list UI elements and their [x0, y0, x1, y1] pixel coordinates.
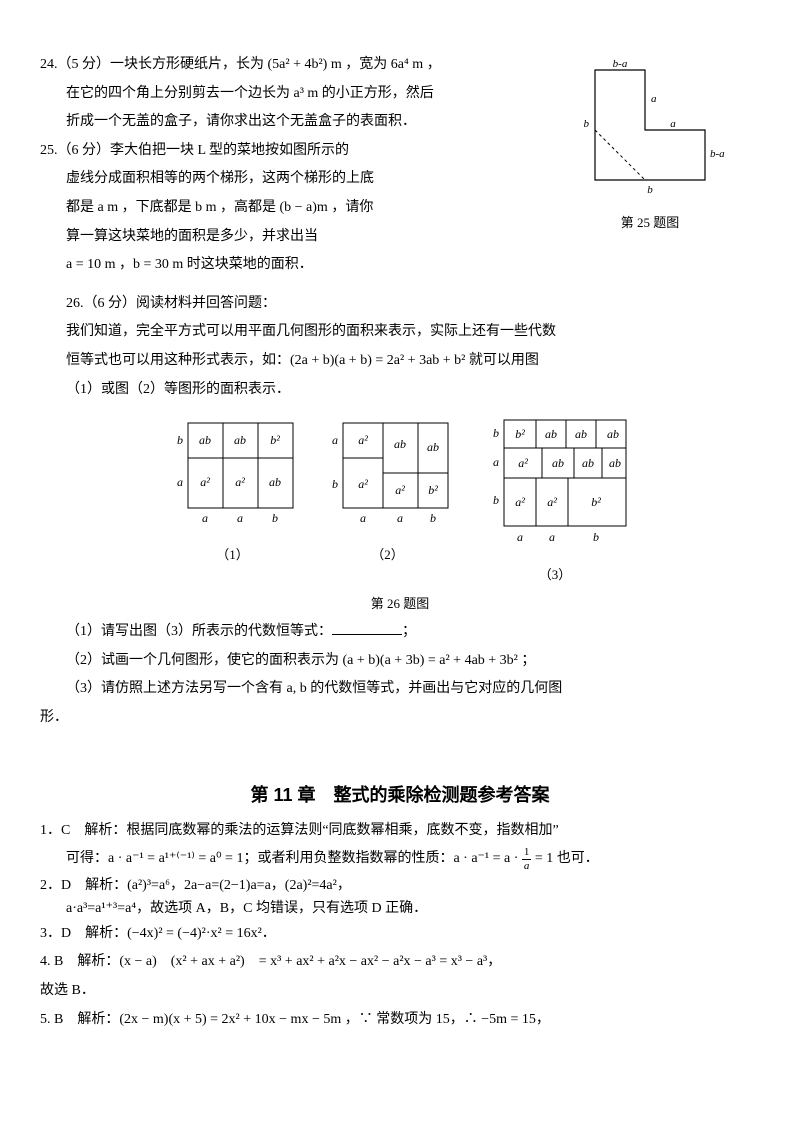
- svg-text:ab: ab: [609, 456, 621, 470]
- svg-text:b: b: [430, 511, 436, 525]
- q26-part1: （1）请写出图（3）所表示的代数恒等式： ；: [40, 619, 760, 646]
- figure-q25: b-a a a b-a b b 第 25 题图: [565, 60, 735, 230]
- lbl: b-a: [710, 148, 725, 160]
- answers-title: 第 11 章 整式的乘除检测题参考答案: [40, 778, 760, 812]
- svg-text:a: a: [237, 511, 243, 525]
- q26-line4: （1）或图（2）等图形的面积表示．: [40, 377, 760, 404]
- svg-text:b: b: [177, 433, 183, 447]
- svg-text:a²: a²: [358, 477, 368, 491]
- svg-text:ab: ab: [575, 427, 587, 441]
- diagram-1-label: （1）: [168, 543, 298, 568]
- svg-text:a²: a²: [547, 495, 557, 509]
- answer-3: 3．D 解析：(−4x)² = (−4)²·x² = 16x²．: [40, 921, 760, 948]
- answer-1-line1: 1．C 解析：根据同底数幂的乘法的运算法则“同底数幂相乘，底数不变，指数相加”: [40, 818, 760, 845]
- svg-text:ab: ab: [552, 456, 564, 470]
- svg-text:b²: b²: [270, 433, 280, 447]
- answer-2-line1: 2．D 解析：(a²)³=a⁶，2a−a=(2−1)a=a，(2a)²=4a²，: [40, 875, 760, 896]
- l-shape-diagram: b-a a a b-a b b: [565, 60, 735, 200]
- svg-text:ab: ab: [545, 427, 557, 441]
- svg-text:a²: a²: [518, 456, 528, 470]
- svg-text:ab: ab: [427, 440, 439, 454]
- svg-text:b: b: [493, 426, 499, 440]
- q26-part1b: ；: [402, 624, 416, 639]
- svg-text:a: a: [549, 530, 555, 544]
- q26-part2: （2）试画一个几何图形，使它的面积表示为 (a + b)(a + 3b) = a…: [40, 648, 760, 675]
- svg-text:ab: ab: [394, 437, 406, 451]
- q26-part3: （3）请仿照上述方法另写一个含有 a, b 的代数恒等式，并画出与它对应的几何图: [40, 676, 760, 703]
- svg-text:b: b: [493, 493, 499, 507]
- lbl: b: [584, 118, 590, 130]
- svg-text:b: b: [272, 511, 278, 525]
- svg-text:a: a: [177, 475, 183, 489]
- diagram-2-label: （2）: [323, 543, 453, 568]
- lbl: a: [651, 93, 657, 105]
- diagram-1: b a a a b ab ab b² a² a² ab （1）: [168, 418, 298, 587]
- q26-caption: 第 26 题图: [40, 592, 760, 617]
- svg-text:ab: ab: [199, 433, 211, 447]
- svg-text:b²: b²: [515, 427, 525, 441]
- svg-text:a: a: [332, 433, 338, 447]
- svg-text:a: a: [397, 511, 403, 525]
- a1-l2a: 可得：a · a⁻¹ = a¹⁺⁽⁻¹⁾ = a⁰ = 1；或者利用负整数指数幂…: [66, 851, 522, 866]
- svg-text:a²: a²: [358, 433, 368, 447]
- svg-text:ab: ab: [607, 427, 619, 441]
- svg-text:b: b: [593, 530, 599, 544]
- svg-text:a²: a²: [395, 483, 405, 497]
- q26-line2: 我们知道，完全平方式可以用平面几何图形的面积来表示，实际上还有一些代数: [40, 319, 760, 346]
- answer-2-line2: a·a³=a¹⁺³=a⁴，故选项 A，B，C 均错误，只有选项 D 正确．: [40, 898, 760, 919]
- a1-l2b: = 1 也可．: [531, 851, 598, 866]
- diagram-3: b a b a a b b² ab ab ab a² ab ab ab a² a…: [478, 418, 633, 587]
- diagram-2: a b a a b a² ab ab a² a² b² （2）: [323, 418, 453, 587]
- svg-text:b: b: [332, 477, 338, 491]
- lbl: b: [647, 184, 653, 196]
- svg-text:b²: b²: [591, 495, 601, 509]
- l-dash: [595, 130, 645, 180]
- svg-text:a: a: [493, 455, 499, 469]
- answer-1-line2: 可得：a · a⁻¹ = a¹⁺⁽⁻¹⁾ = a⁰ = 1；或者利用负整数指数幂…: [40, 846, 760, 873]
- q26-line1: 26.（6 分）阅读材料并回答问题：: [40, 291, 760, 318]
- svg-text:ab: ab: [234, 433, 246, 447]
- page-container: b-a a a b-a b b 第 25 题图 24.（5 分）一块长方形硬纸片…: [40, 52, 760, 1033]
- lbl: b-a: [613, 60, 628, 70]
- svg-text:a: a: [202, 511, 208, 525]
- q26-part1-text: （1）请写出图（3）所表示的代数恒等式：: [66, 624, 332, 639]
- svg-text:ab: ab: [269, 475, 281, 489]
- svg-text:a²: a²: [200, 475, 210, 489]
- svg-text:a²: a²: [235, 475, 245, 489]
- svg-text:ab: ab: [582, 456, 594, 470]
- q25-line5: a = 10 m ，b = 30 m 时这块菜地的面积．: [40, 252, 760, 279]
- svg-text:a: a: [517, 530, 523, 544]
- q26-line3: 恒等式也可以用这种形式表示，如：(2a + b)(a + b) = 2a² + …: [40, 348, 760, 375]
- svg-text:a: a: [360, 511, 366, 525]
- answer-4-line1: 4. B 解析：(x − a) (x² + ax + a²) = x³ + ax…: [40, 949, 760, 976]
- answer-4-line2: 故选 B．: [40, 978, 760, 1005]
- svg-text:b²: b²: [428, 483, 438, 497]
- lbl: a: [670, 118, 676, 130]
- figure-q25-caption: 第 25 题图: [565, 211, 735, 236]
- answer-5: 5. B 解析：(2x − m)(x + 5) = 2x² + 10x − mx…: [40, 1007, 760, 1034]
- blank-field[interactable]: [332, 620, 402, 635]
- fraction: 1a: [522, 846, 532, 871]
- l-outline: [595, 70, 705, 180]
- diagram-3-label: （3）: [478, 563, 633, 588]
- svg-text:a²: a²: [515, 495, 525, 509]
- q26-diagrams: b a a a b ab ab b² a² a² ab （1）: [40, 418, 760, 587]
- q26-part3b: 形．: [40, 705, 760, 732]
